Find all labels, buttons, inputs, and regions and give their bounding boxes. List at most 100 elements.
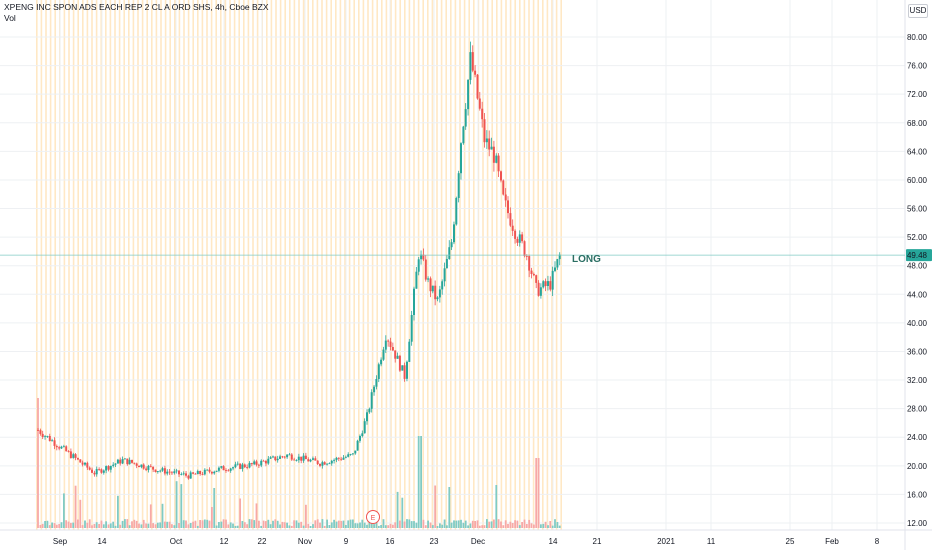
volume-bar: [406, 519, 408, 528]
candle-body: [81, 462, 84, 465]
candle-body: [138, 465, 140, 468]
session-stripe: [160, 0, 162, 530]
volume-bar: [415, 522, 418, 528]
candle-body: [403, 365, 406, 379]
candle-body: [347, 454, 350, 457]
y-tick-label: 52.00: [907, 233, 928, 242]
volume-bar: [295, 520, 298, 528]
currency-button[interactable]: USD: [908, 4, 928, 18]
candle-body: [549, 281, 552, 290]
candle-body: [366, 412, 368, 422]
candle-body: [424, 259, 427, 280]
session-stripe: [468, 0, 470, 530]
symbol-title[interactable]: XPENG INC SPON ADS EACH REP 2 CL A ORD S…: [4, 2, 269, 12]
volume-bar: [366, 524, 368, 528]
candle-body: [481, 108, 484, 120]
candle-body: [107, 466, 110, 470]
volume-bar: [281, 521, 284, 528]
candle-body: [121, 459, 124, 464]
volume-bar: [175, 481, 178, 528]
volume-bar: [321, 519, 324, 528]
candle-body: [206, 469, 209, 471]
volume-bar: [86, 522, 89, 528]
volume-bar: [269, 524, 272, 528]
volume-bar: [533, 524, 535, 528]
volume-bar: [72, 522, 75, 528]
x-tick-label: 11: [707, 537, 716, 546]
candle-body: [288, 454, 291, 456]
volume-bar: [222, 519, 225, 528]
candle-body: [537, 282, 540, 296]
volume-bar: [220, 521, 223, 528]
candle-body: [321, 462, 324, 466]
candle-body: [556, 259, 559, 268]
candle-body: [194, 473, 197, 475]
volume-bar: [349, 519, 352, 528]
y-tick-label: 76.00: [907, 62, 928, 71]
volume-bar: [471, 520, 474, 528]
volume-bar: [370, 521, 373, 528]
volume-bar: [481, 525, 484, 528]
session-stripe: [394, 0, 397, 530]
volume-bar: [53, 523, 56, 528]
candle-body: [283, 456, 286, 458]
volume-bar: [469, 523, 472, 528]
candle-body: [441, 281, 444, 290]
volume-bar: [258, 520, 260, 528]
volume-bar: [274, 519, 277, 528]
volume-bar: [260, 525, 263, 528]
earnings-marker[interactable]: [366, 510, 380, 524]
volume-bar: [147, 523, 150, 528]
candle-body: [497, 155, 500, 172]
candle-body: [382, 349, 385, 360]
candle-body: [464, 109, 467, 127]
x-tick-label: Oct: [170, 537, 183, 546]
volume-bar: [194, 520, 197, 528]
session-stripe: [376, 0, 378, 530]
candle-body: [408, 341, 411, 362]
candle-body: [199, 471, 202, 474]
candle-body: [156, 471, 159, 472]
candle-body: [253, 461, 256, 465]
candle-body: [370, 392, 373, 409]
volume-bar: [105, 521, 107, 528]
session-stripe: [68, 0, 70, 530]
volume-bar: [352, 519, 354, 528]
session-stripe: [169, 0, 171, 530]
volume-bar: [215, 525, 218, 528]
candle-body: [102, 470, 105, 473]
volume-bar: [493, 519, 495, 528]
candle-body: [173, 471, 176, 474]
candle-body: [60, 446, 63, 449]
volume-bar: [302, 525, 305, 528]
session-stripe: [542, 0, 544, 530]
volume-bar: [117, 495, 119, 528]
volume-bar: [326, 519, 328, 528]
candle-body: [351, 453, 354, 455]
candle-body: [368, 408, 371, 413]
volume-bar: [549, 521, 552, 528]
volume-bar: [166, 521, 169, 528]
candle-body: [170, 472, 173, 474]
candle-body: [187, 475, 190, 479]
candle-body: [429, 278, 432, 292]
candle-body: [344, 456, 347, 458]
session-stripe: [362, 0, 365, 530]
candle-body: [267, 458, 270, 464]
candle-body: [467, 79, 470, 110]
y-tick-label: 36.00: [907, 347, 928, 356]
candle-body: [215, 470, 218, 472]
volume-bar: [535, 458, 538, 528]
candle-body: [319, 464, 321, 466]
session-stripe: [344, 0, 346, 530]
candle-body: [525, 256, 528, 257]
volume-bar: [314, 520, 317, 528]
session-stripe: [36, 0, 38, 530]
volume-bar: [102, 524, 105, 528]
candle-body: [495, 155, 498, 163]
volume-bar: [79, 499, 82, 528]
volume-bar: [173, 525, 176, 528]
candle-body: [453, 224, 455, 243]
volume-bar: [44, 521, 46, 528]
